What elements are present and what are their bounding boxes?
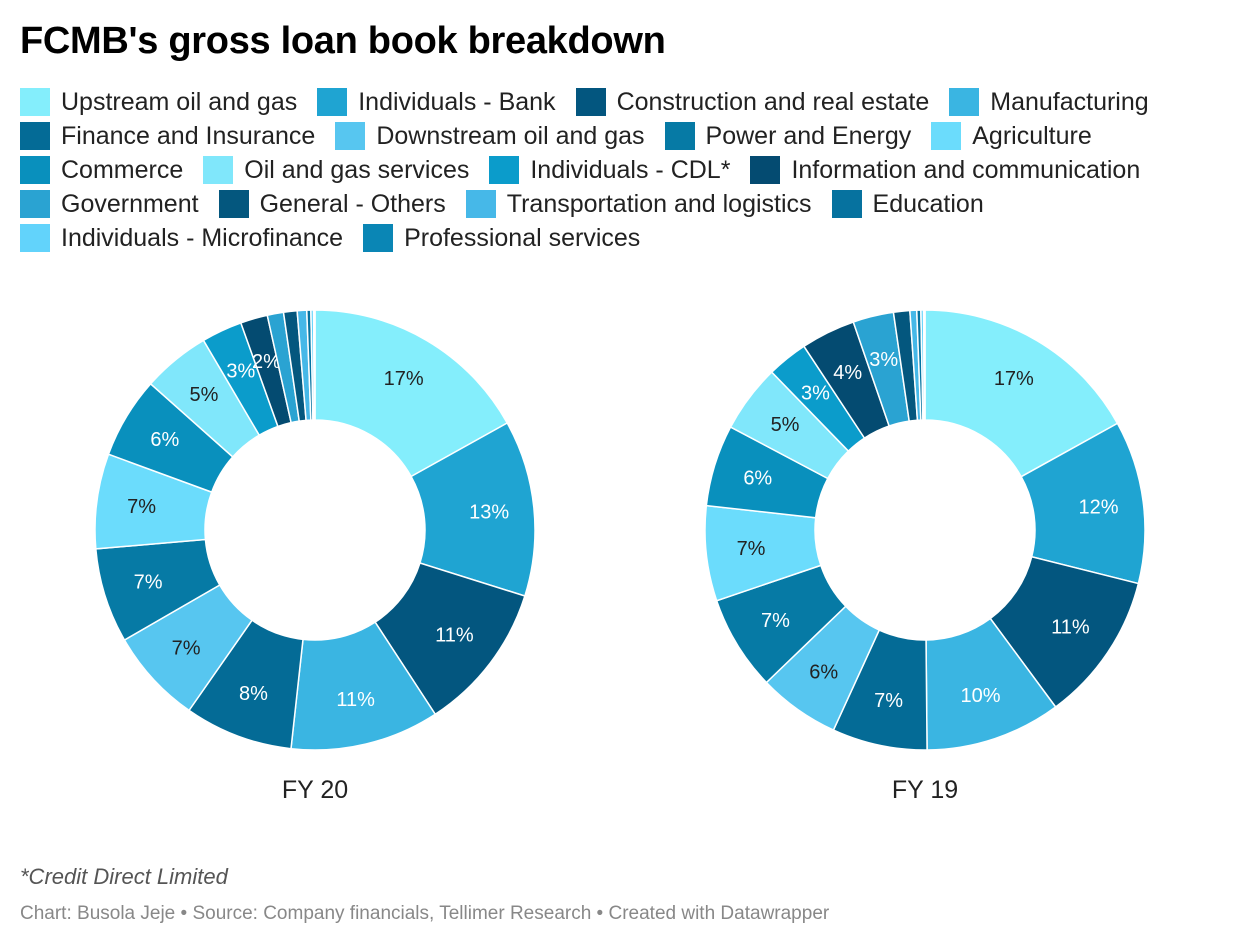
legend-item: General - Others	[218, 189, 446, 218]
legend-item: Information and communication	[750, 156, 1140, 184]
slice-label: 5%	[189, 384, 218, 406]
legend-swatch	[575, 88, 606, 116]
legend-label: Transportation and logistics	[506, 189, 812, 218]
slice-label: 11%	[435, 625, 474, 647]
slice-label: 17%	[384, 368, 424, 390]
legend-swatch	[20, 88, 50, 116]
legend-swatch	[489, 156, 520, 184]
donut-slice	[312, 309, 316, 421]
chart-notes: *Credit Direct Limited	[20, 864, 228, 889]
legend-swatch	[931, 122, 962, 150]
legend-label: Information and communication	[791, 155, 1141, 184]
legend-label: Individuals - CDL*	[530, 155, 731, 184]
legend-swatch	[465, 190, 496, 218]
donut-chart: 17%12%11%10%7%6%7%7%6%5%3%4%3%FY 19	[704, 309, 1146, 804]
legend-item: Transportation and logistics	[465, 189, 812, 218]
legend-label: Government	[61, 189, 199, 218]
legend: Upstream oil and gas Individuals - Bank Co…	[20, 88, 1220, 252]
legend-label: Individuals - Bank	[358, 87, 556, 116]
slice-label: 8%	[239, 683, 268, 705]
legend-item: Finance and Insurance	[20, 122, 315, 150]
slice-label: 6%	[809, 662, 838, 684]
legend-label: Education	[872, 189, 984, 218]
legend-swatch	[831, 190, 862, 218]
slice-label: 6%	[150, 429, 179, 451]
legend-item: Upstream oil and gas	[20, 88, 297, 116]
legend-item: Oil and gas services	[203, 156, 469, 184]
slice-label: 3%	[226, 360, 255, 382]
legend-swatch	[20, 190, 50, 218]
slice-label: 3%	[869, 349, 898, 371]
legend-item: Individuals - CDL*	[489, 156, 730, 184]
legend-item: Individuals - Microfinance	[20, 224, 343, 252]
legend-swatch	[949, 88, 980, 116]
slice-label: 12%	[1079, 496, 1119, 518]
legend-item: Professional services	[363, 224, 640, 252]
slice-label: 7%	[737, 538, 766, 560]
legend-label: Professional services	[404, 223, 641, 252]
legend-item: Commerce	[20, 156, 183, 184]
legend-swatch	[335, 122, 366, 150]
slice-label: 7%	[127, 496, 156, 518]
legend-label: Commerce	[61, 155, 184, 184]
legend-label: Upstream oil and gas	[61, 87, 298, 116]
legend-label: Construction and real estate	[616, 87, 930, 116]
legend-item: Government	[20, 190, 199, 218]
legend-item: Education	[831, 189, 984, 218]
legend-label: Agriculture	[972, 121, 1092, 150]
legend-label: Finance and Insurance	[61, 121, 316, 150]
legend-swatch	[664, 122, 695, 150]
donut-slice	[924, 309, 1119, 478]
legend-swatch	[218, 190, 249, 218]
legend-item: Manufacturing	[949, 87, 1149, 116]
legend-swatch	[317, 88, 348, 116]
slice-label: 3%	[801, 383, 830, 405]
slice-label: 11%	[336, 689, 375, 711]
slice-label: 7%	[172, 637, 201, 659]
legend-label: General - Others	[259, 189, 446, 218]
legend-label: Oil and gas services	[244, 155, 470, 184]
legend-item: Individuals - Bank	[317, 87, 556, 116]
slice-label: 7%	[134, 572, 163, 594]
legend-item: Power and Energy	[664, 121, 912, 150]
slice-label: 5%	[771, 414, 800, 436]
slice-label: 13%	[469, 501, 509, 523]
legend-label: Manufacturing	[990, 87, 1149, 116]
legend-item: Construction and real estate	[575, 87, 930, 116]
legend-swatch	[203, 156, 234, 184]
slice-label: 6%	[743, 467, 772, 489]
donut-chart: 17% 13% 11% 11% 8% 7% 7% 7% 6% 5% 3%2% FY 20	[94, 309, 536, 804]
slice-label: 2%	[252, 351, 281, 373]
chart-name: FY 19	[892, 776, 958, 804]
donut-slice	[314, 309, 509, 478]
legend-swatch	[20, 156, 50, 184]
slice-label: 17%	[994, 368, 1034, 390]
slice-label: 7%	[874, 690, 903, 712]
slice-label: 10%	[960, 685, 1000, 707]
chart-name: FY 20	[282, 776, 348, 804]
legend-label: Downstream oil and gas	[376, 121, 645, 150]
legend-item: Agriculture	[931, 122, 1092, 150]
slice-label: 7%	[761, 610, 790, 632]
legend-swatch	[20, 122, 50, 150]
legend-swatch	[363, 224, 394, 252]
legend-item: Downstream oil and gas	[335, 121, 645, 150]
donut-slice	[922, 309, 926, 421]
slice-label: 11%	[1051, 616, 1090, 638]
chart-credit: Chart: Busola Jeje • Source: Company fin…	[20, 903, 830, 924]
legend-label: Individuals - Microfinance	[61, 223, 344, 252]
legend-label: Power and Energy	[705, 121, 912, 150]
slice-label: 4%	[833, 362, 862, 384]
legend-swatch	[750, 156, 781, 184]
legend-swatch	[20, 224, 50, 252]
chart-title: FCMB's gross loan book breakdown	[20, 20, 666, 62]
